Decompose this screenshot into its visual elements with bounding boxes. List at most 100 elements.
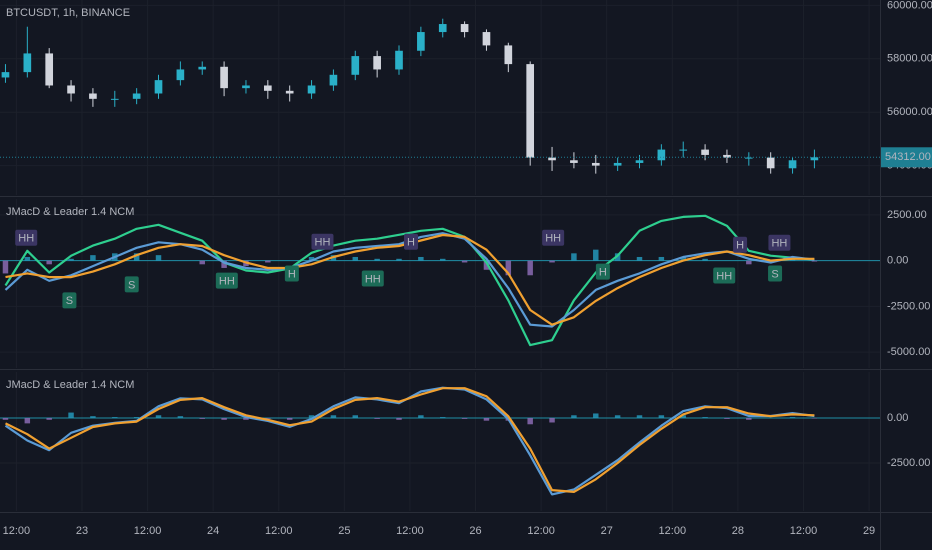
y-tick-label: -2500.00 xyxy=(887,457,930,469)
annotation-box xyxy=(284,265,299,282)
y-tick-label: 58000.00 xyxy=(887,53,932,65)
series-line xyxy=(4,214,815,347)
pane-title: JMacD & Leader 1.4 NCM xyxy=(6,379,134,391)
x-tick-label: 12:00 xyxy=(3,525,31,537)
candle-body xyxy=(723,154,731,158)
y-tick-label: 60000.00 xyxy=(887,0,932,11)
candle-body xyxy=(744,157,753,159)
annotation-label: HH xyxy=(545,233,561,245)
histogram-bar xyxy=(352,256,359,261)
histogram-bar xyxy=(636,415,643,418)
histogram-bar xyxy=(811,260,818,262)
x-tick-label: 28 xyxy=(732,525,744,537)
pane-title: BTCUSDT, 1h, BINANCE xyxy=(6,7,130,19)
annotation-box xyxy=(311,233,334,250)
candle-body xyxy=(285,90,294,94)
candle-body xyxy=(176,69,185,81)
candle-body xyxy=(482,32,491,46)
histogram-bar xyxy=(199,417,205,419)
annotation-box xyxy=(542,229,565,246)
annotation-label: HH xyxy=(771,238,787,250)
pane xyxy=(0,4,880,174)
histogram-bar xyxy=(636,256,643,261)
x-tick-label: 26 xyxy=(469,525,481,537)
annotation-label: H xyxy=(736,240,744,252)
histogram-bar xyxy=(396,417,402,420)
histogram-bar xyxy=(24,256,31,261)
histogram-bar xyxy=(461,260,468,263)
x-tick-label: 12:00 xyxy=(396,525,424,537)
histogram-bar xyxy=(265,260,271,263)
histogram-bar xyxy=(308,256,315,261)
histogram-bar xyxy=(811,417,818,419)
histogram-bar xyxy=(177,416,184,418)
y-tick-label: -2500.00 xyxy=(887,300,930,312)
annotation-label: S xyxy=(771,268,778,280)
annotation-box xyxy=(361,270,384,287)
annotation-box xyxy=(733,236,748,253)
y-tick-label: 0.00 xyxy=(887,412,908,424)
annotation-box xyxy=(62,292,77,309)
candle-body xyxy=(198,66,207,70)
candle-body xyxy=(220,66,228,89)
candle-body xyxy=(460,24,469,33)
last-price-box xyxy=(881,147,932,168)
candle-body xyxy=(701,149,709,155)
histogram-bar xyxy=(286,417,293,420)
candle-body xyxy=(351,56,360,75)
annotation-label: HH xyxy=(18,233,34,245)
annotation-label: H xyxy=(599,267,607,279)
x-tick-label: 12:00 xyxy=(265,525,293,537)
y-tick-label: 0.00 xyxy=(887,255,908,267)
histogram-bar xyxy=(199,260,205,265)
candle-body xyxy=(373,56,381,70)
histogram-bar xyxy=(374,258,380,261)
histogram-bar xyxy=(418,256,424,261)
histogram-bar xyxy=(680,256,686,261)
candle-body xyxy=(679,149,688,151)
histogram-bar xyxy=(418,415,424,418)
histogram-bar xyxy=(2,260,9,274)
pane-title: JMacD & Leader 1.4 NCM xyxy=(6,206,134,218)
candle-body xyxy=(766,157,775,169)
histogram-bar xyxy=(440,417,446,418)
x-tick-label: 12:00 xyxy=(134,525,162,537)
y-tick-label: 56000.00 xyxy=(887,106,932,118)
histogram-bar xyxy=(593,413,599,418)
x-tick-label: 12:00 xyxy=(527,525,555,537)
annotation-label: HH xyxy=(315,237,331,249)
candle-body xyxy=(110,98,119,100)
candle-body xyxy=(1,72,10,78)
y-tick-label: 2500.00 xyxy=(887,209,927,221)
candle-body xyxy=(395,50,403,70)
histogram-bar xyxy=(221,417,227,420)
histogram-bar xyxy=(46,260,52,265)
annotation-box xyxy=(215,272,238,289)
histogram-bar xyxy=(46,417,52,420)
annotation-box xyxy=(595,263,610,280)
candle-body xyxy=(504,45,513,65)
histogram-bar xyxy=(680,415,686,418)
histogram-bar xyxy=(746,260,752,265)
histogram-bar xyxy=(440,258,446,261)
histogram-bar xyxy=(593,249,599,261)
histogram-bar xyxy=(746,417,752,420)
histogram-bar xyxy=(265,417,271,419)
candle-body xyxy=(591,162,600,166)
histogram-bar xyxy=(505,260,512,276)
histogram-bar xyxy=(2,417,9,420)
annotation-label: HH xyxy=(219,275,235,287)
candle-body xyxy=(613,162,622,166)
annotation-label: S xyxy=(66,295,73,307)
histogram-bar xyxy=(702,417,708,418)
histogram-bar xyxy=(24,417,31,424)
candle-body xyxy=(329,74,338,86)
x-tick-label: 12:00 xyxy=(790,525,818,537)
candle-body xyxy=(570,160,578,163)
candle-body xyxy=(657,149,666,161)
annotation-box xyxy=(768,265,783,282)
pane xyxy=(0,386,880,496)
histogram-bar xyxy=(483,260,490,270)
histogram-bar xyxy=(330,415,337,418)
